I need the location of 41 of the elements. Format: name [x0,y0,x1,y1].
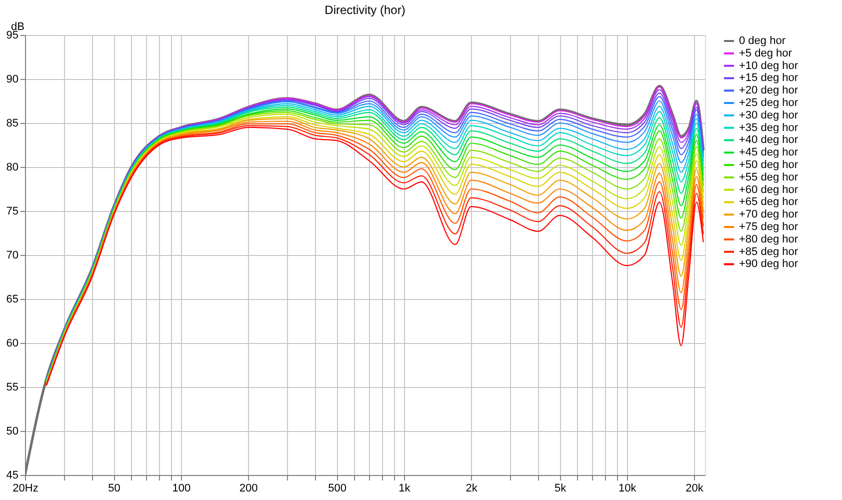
y-tick-label: 90 [6,74,18,86]
legend-label: 0 deg hor [739,35,786,47]
legend-label: +45 deg hor [739,146,798,159]
y-tick-label: 80 [6,162,18,174]
legend-label: +30 deg hor [739,109,798,122]
x-tick-label: 500 [328,482,346,494]
legend-label: +10 deg hor [739,60,798,72]
x-tick-label: 10k [618,482,637,494]
y-tick-label: 75 [6,206,18,218]
legend-label: +80 deg hor [739,233,798,246]
legend-label: +40 deg hor [739,134,798,146]
legend-label: +85 deg hor [739,246,798,258]
y-tick-label: 55 [6,382,18,394]
legend-label: +60 deg hor [739,184,798,196]
chart-title: Directivity (hor) [324,3,406,17]
legend-label: +90 deg hor [739,258,798,270]
legend-label: +5 deg hor [739,47,792,60]
legend-label: +25 deg hor [739,97,798,109]
legend-label: +70 deg hor [739,208,798,221]
legend-label: +55 deg hor [739,171,798,184]
legend-label: +75 deg hor [739,221,798,233]
x-tick-label: 200 [239,482,258,494]
legend-label: +50 deg hor [739,159,798,171]
y-tick-label: 45 [6,470,18,482]
x-tick-label: 2k [466,482,478,494]
legend-label: +65 deg hor [739,196,798,208]
y-tick-label: 65 [6,294,18,306]
x-tick-label: 20Hz [12,482,38,494]
y-tick-label: 85 [6,118,18,130]
y-tick-label: 95 [6,30,18,42]
y-tick-label: 70 [6,250,18,262]
legend-label: +15 deg hor [739,72,798,84]
x-tick-label: 100 [172,482,191,494]
y-tick-label: 60 [6,338,18,350]
legend-label: +20 deg hor [739,84,798,97]
x-tick-label: 1k [398,482,411,494]
x-tick-label: 50 [108,482,120,494]
y-tick-label: 50 [6,426,18,438]
legend-label: +35 deg hor [739,122,798,134]
x-tick-label: 20k [686,482,704,494]
x-tick-label: 5k [554,482,567,494]
